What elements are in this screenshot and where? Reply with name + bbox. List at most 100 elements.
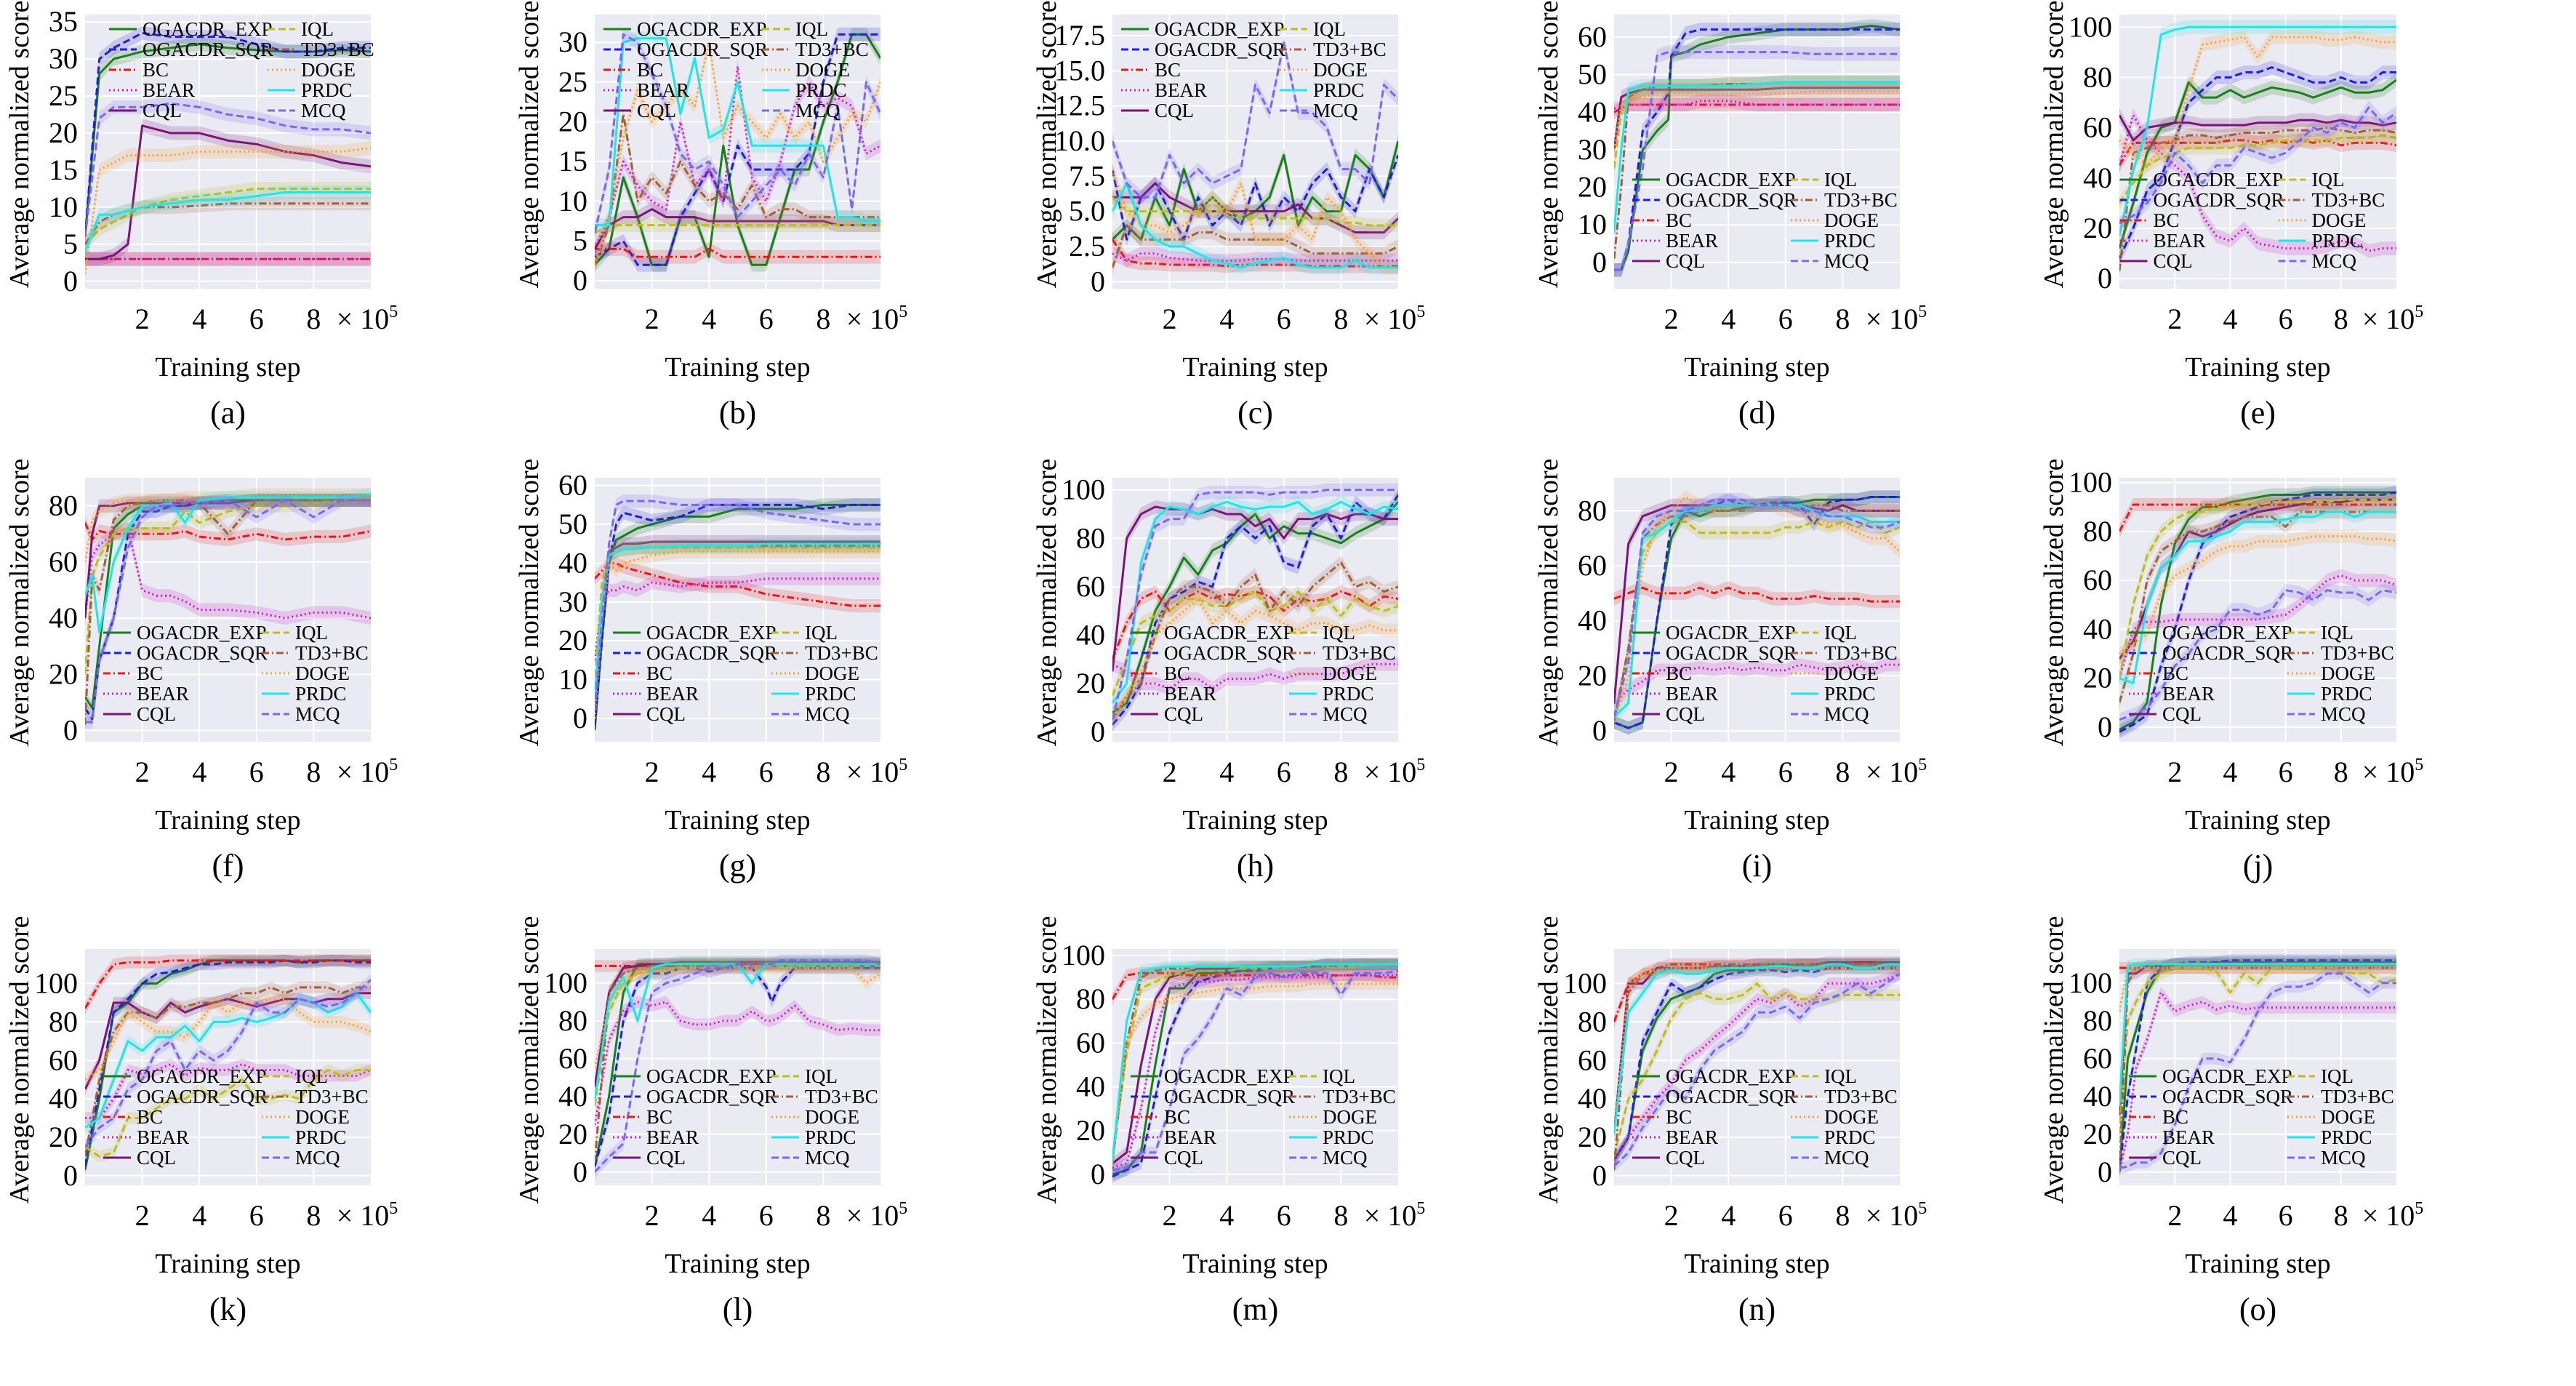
legend-label-mcq: MCQ xyxy=(1824,250,1869,272)
y-axis-label: Average normalized score xyxy=(2039,916,2069,1204)
series-line-bear xyxy=(595,1001,880,1126)
series-line-mcq xyxy=(2119,972,2396,1170)
x-tick-label: 6 xyxy=(1778,1199,1793,1232)
y-tick-label: 30 xyxy=(558,25,587,58)
y-tick-label: 20 xyxy=(49,657,78,690)
x-axis-label: Training step xyxy=(665,352,810,382)
y-axis-label: Average normalized score xyxy=(4,459,35,747)
series-line-prdc xyxy=(1614,504,1900,718)
series-band-bear xyxy=(1112,657,1398,695)
series-band-bc xyxy=(1614,958,1900,1028)
plot-area xyxy=(85,478,371,742)
series-line-doge xyxy=(85,998,371,1081)
series-band-doge xyxy=(2119,30,2396,172)
y-axis-label: Average normalized score xyxy=(2039,459,2069,747)
x-tick-label: 2 xyxy=(2167,1199,2182,1232)
x-multiplier-label: × 105 xyxy=(2362,756,2424,788)
series-band-mcq xyxy=(595,954,880,1178)
series-line-iql xyxy=(85,187,371,245)
series-line-td3+bc xyxy=(85,202,371,245)
y-tick-label: 5.0 xyxy=(1069,195,1105,228)
x-tick-label: 4 xyxy=(192,756,206,788)
legend-label-doge: DOGE xyxy=(1824,662,1879,684)
x-tick-label: 2 xyxy=(135,756,150,788)
x-tick-label: 2 xyxy=(135,303,150,335)
series-band-prdc xyxy=(1614,958,1900,1139)
legend-label-mcq: MCQ xyxy=(1323,703,1368,725)
legend-label-ogacdr_exp: OGACDR_EXP xyxy=(1164,622,1294,644)
series-band-cql xyxy=(2119,108,2396,148)
series-line-ogacdr_sqr xyxy=(1112,154,1398,241)
y-tick-label: 0 xyxy=(1592,1159,1607,1192)
y-tick-label: 20 xyxy=(49,116,78,149)
legend-label-mcq: MCQ xyxy=(805,703,850,725)
x-tick-label: 4 xyxy=(702,1199,716,1232)
series-line-ogacdr_exp xyxy=(1614,963,1900,1161)
legend-label-td3+bc: TD3+BC xyxy=(805,642,878,664)
series-band-td3+bc xyxy=(595,539,880,714)
plot-area xyxy=(1614,15,1900,289)
series-line-iql xyxy=(1112,963,1398,1158)
series-band-cql xyxy=(1614,956,1900,1139)
legend-label-ogacdr_exp: OGACDR_EXP xyxy=(637,18,767,40)
legend-label-bear: BEAR xyxy=(143,79,195,101)
series-line-ogacdr_sqr xyxy=(1614,28,1900,271)
y-tick-label: 40 xyxy=(1076,1070,1105,1103)
series-band-bc xyxy=(1112,232,1398,273)
x-tick-label: 4 xyxy=(1721,303,1736,335)
series-band-mcq xyxy=(1614,493,1900,724)
x-axis-label: Training step xyxy=(155,1249,300,1279)
series-line-cql xyxy=(2119,114,2396,142)
plot-area xyxy=(1112,15,1398,289)
legend-label-doge: DOGE xyxy=(2312,209,2367,231)
series-line-ogacdr_sqr xyxy=(85,959,371,1166)
legend-label-doge: DOGE xyxy=(1323,662,1377,684)
series-band-td3+bc xyxy=(595,958,880,1169)
series-line-iql xyxy=(2119,966,2396,1134)
series-band-prdc xyxy=(595,537,880,706)
series-band-ogacdr_exp xyxy=(1614,19,1900,277)
x-tick-label: 4 xyxy=(1721,1199,1736,1232)
panel-sublabel: (o) xyxy=(2239,1291,2276,1327)
series-band-td3+bc xyxy=(2119,505,2396,710)
legend-label-mcq: MCQ xyxy=(1323,1147,1368,1169)
series-line-doge xyxy=(1112,982,1398,1164)
series-line-bear xyxy=(595,577,880,661)
series-line-td3+bc xyxy=(1614,963,1900,1170)
x-tick-label: 8 xyxy=(1835,756,1850,788)
series-band-doge xyxy=(595,961,880,1074)
x-tick-label: 2 xyxy=(1163,303,1177,335)
y-tick-label: 0 xyxy=(2098,262,2112,295)
panel-sublabel: (b) xyxy=(719,395,756,430)
legend-label-ogacdr_sqr: OGACDR_SQR xyxy=(1666,189,1797,211)
x-tick-label: 8 xyxy=(816,303,830,335)
y-tick-label: 30 xyxy=(49,42,78,75)
y-tick-label: 20 xyxy=(1578,1121,1607,1153)
series-band-cql xyxy=(2119,958,2396,1121)
series-line-td3+bc xyxy=(595,544,880,708)
legend-label-ogacdr_exp: OGACDR_EXP xyxy=(143,18,273,40)
series-line-doge xyxy=(1614,966,1900,1134)
legend-label-doge: DOGE xyxy=(301,59,356,81)
series-band-ogacdr_exp xyxy=(1112,134,1398,247)
series-line-prdc xyxy=(85,493,371,633)
y-tick-label: 0 xyxy=(1091,265,1105,297)
y-tick-label: 40 xyxy=(49,601,78,634)
x-tick-label: 6 xyxy=(759,756,774,788)
legend-label-doge: DOGE xyxy=(2321,1106,2375,1128)
y-tick-label: 20 xyxy=(558,624,587,657)
legend-label-bc: BC xyxy=(2154,209,2180,231)
legend-label-mcq: MCQ xyxy=(295,703,340,725)
series-band-bear xyxy=(595,996,880,1131)
y-tick-label: 0 xyxy=(1592,714,1607,747)
legend-label-iql: IQL xyxy=(2312,169,2345,191)
y-tick-label: 25 xyxy=(558,65,587,98)
series-band-doge xyxy=(1614,962,1900,1139)
series-line-prdc xyxy=(2119,963,2396,1106)
legend-label-bear: BEAR xyxy=(1164,1126,1216,1148)
